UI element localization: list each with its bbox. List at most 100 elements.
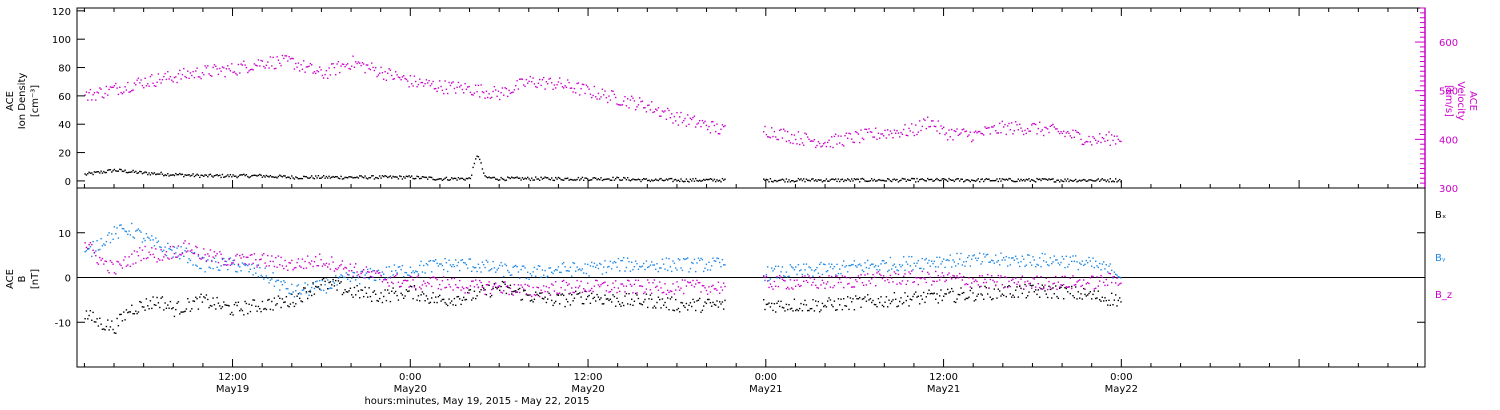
- density-point: [996, 178, 998, 180]
- bx-point: [460, 303, 462, 306]
- density-point: [316, 177, 318, 179]
- density-point: [1052, 178, 1054, 180]
- velocity-point: [867, 131, 869, 134]
- by-point: [172, 256, 174, 258]
- by-point: [309, 289, 312, 292]
- bx-point: [404, 295, 406, 297]
- density-point: [907, 178, 909, 181]
- bz-point: [347, 273, 349, 276]
- bz-point: [804, 275, 806, 277]
- bx-point: [449, 302, 452, 304]
- bx-point: [536, 293, 538, 296]
- by-point: [980, 263, 982, 265]
- by-point: [444, 258, 446, 260]
- by-point: [916, 262, 918, 264]
- density-point: [989, 180, 991, 182]
- by-point: [1032, 256, 1034, 258]
- bx-point: [461, 299, 464, 301]
- density-point: [867, 180, 869, 183]
- density-point: [825, 178, 828, 180]
- density-point: [509, 177, 512, 180]
- bx-point: [859, 296, 861, 299]
- density-point: [512, 177, 514, 179]
- by-point: [540, 276, 542, 278]
- by-point: [1073, 260, 1075, 262]
- density-point: [1011, 179, 1013, 182]
- bx-point: [180, 311, 182, 313]
- bx-point: [169, 300, 172, 303]
- velocity-point: [349, 68, 352, 70]
- velocity-point: [280, 64, 282, 67]
- density-point: [1029, 180, 1031, 182]
- bx-point: [717, 306, 720, 308]
- density-point: [593, 177, 596, 179]
- density-point: [347, 177, 349, 179]
- density-tick-label: 100: [52, 35, 71, 46]
- velocity-point: [529, 75, 532, 78]
- velocity-point: [667, 107, 669, 110]
- density-point: [724, 178, 726, 180]
- bz-point: [943, 275, 945, 277]
- velocity-point: [441, 89, 444, 92]
- density-point: [391, 177, 393, 179]
- by-point: [901, 264, 904, 266]
- bz-point: [595, 279, 597, 282]
- velocity-point: [527, 82, 529, 84]
- by-point: [327, 279, 329, 281]
- bz-point: [520, 284, 522, 286]
- by-point: [495, 271, 497, 273]
- bz-point: [721, 289, 724, 291]
- density-point: [560, 178, 562, 181]
- bx-point: [873, 303, 876, 306]
- density-point: [412, 177, 414, 180]
- velocity-point: [471, 93, 473, 96]
- by-point: [1016, 258, 1018, 260]
- density-point: [897, 181, 900, 183]
- density-point: [1107, 179, 1109, 181]
- bz-point: [895, 272, 897, 275]
- density-point: [1092, 180, 1094, 182]
- bx-point: [284, 301, 286, 303]
- bz-point: [641, 285, 644, 288]
- bx-point: [1080, 293, 1082, 295]
- bx-point: [721, 301, 724, 303]
- bz-point: [828, 275, 830, 277]
- bx-point: [1037, 289, 1039, 291]
- bz-point: [679, 289, 681, 291]
- bx-point: [537, 294, 540, 297]
- bx-point: [547, 298, 549, 300]
- by-point: [589, 265, 592, 267]
- by-point: [897, 269, 900, 272]
- bz-point: [437, 287, 440, 290]
- by-point: [852, 263, 854, 266]
- density-point: [212, 176, 214, 178]
- bx-point: [609, 298, 612, 300]
- bz-point: [1029, 282, 1031, 284]
- by-point: [600, 263, 602, 266]
- by-point: [1053, 255, 1055, 257]
- density-point: [1031, 179, 1033, 181]
- density-point: [268, 176, 270, 178]
- density-point: [201, 174, 204, 177]
- density-point: [777, 179, 780, 182]
- bx-point: [265, 308, 268, 311]
- velocity-point: [293, 68, 296, 70]
- by-point: [1012, 257, 1014, 259]
- velocity-point: [225, 68, 228, 70]
- velocity-point: [835, 133, 837, 135]
- by-point: [581, 268, 584, 270]
- velocity-point: [1111, 134, 1113, 136]
- bx-point: [699, 297, 701, 300]
- by-point: [607, 266, 609, 268]
- bx-point: [167, 304, 169, 306]
- velocity-point: [447, 92, 449, 95]
- by-point: [317, 287, 320, 289]
- velocity-point: [811, 140, 813, 142]
- bz-point: [488, 281, 490, 283]
- by-point: [523, 265, 525, 267]
- bx-point: [512, 290, 514, 293]
- velocity-point: [461, 88, 464, 91]
- by-point: [947, 259, 949, 261]
- density-point: [429, 176, 432, 178]
- velocity-point: [905, 134, 907, 136]
